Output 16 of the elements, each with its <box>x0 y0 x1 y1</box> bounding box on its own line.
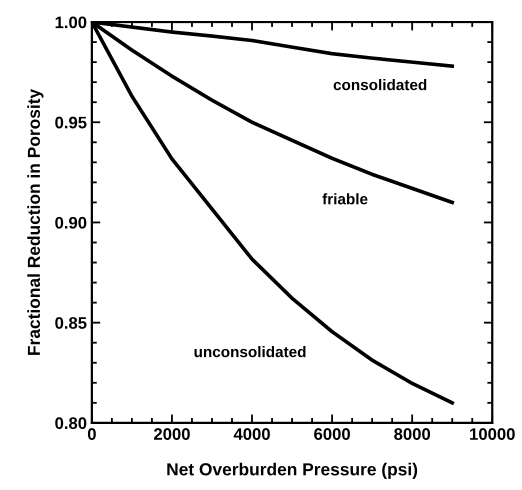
y-tick-label: 0.95 <box>55 116 87 128</box>
x-tick-label: 10000 <box>470 428 515 440</box>
x-tick-label: 2000 <box>154 428 190 440</box>
series-label: unconsolidated <box>194 346 306 358</box>
y-tick-label: 0.80 <box>55 417 86 430</box>
y-tick-label: 0.85 <box>55 317 87 329</box>
y-axis-title: Fractional Reduction in Porosity <box>27 88 44 355</box>
x-axis-title: Net Overburden Pressure (psi) <box>167 462 418 479</box>
y-tick-label: 1.00 <box>56 16 86 28</box>
series-label: friable <box>322 193 368 204</box>
series-label: consolidated <box>334 79 426 90</box>
x-tick-label: 6000 <box>314 428 350 440</box>
x-tick-label: 8000 <box>394 428 430 440</box>
x-tick-label: 0 <box>88 428 96 440</box>
y-tick-label: 0.90 <box>55 216 86 229</box>
x-tick-label: 4000 <box>234 428 270 440</box>
